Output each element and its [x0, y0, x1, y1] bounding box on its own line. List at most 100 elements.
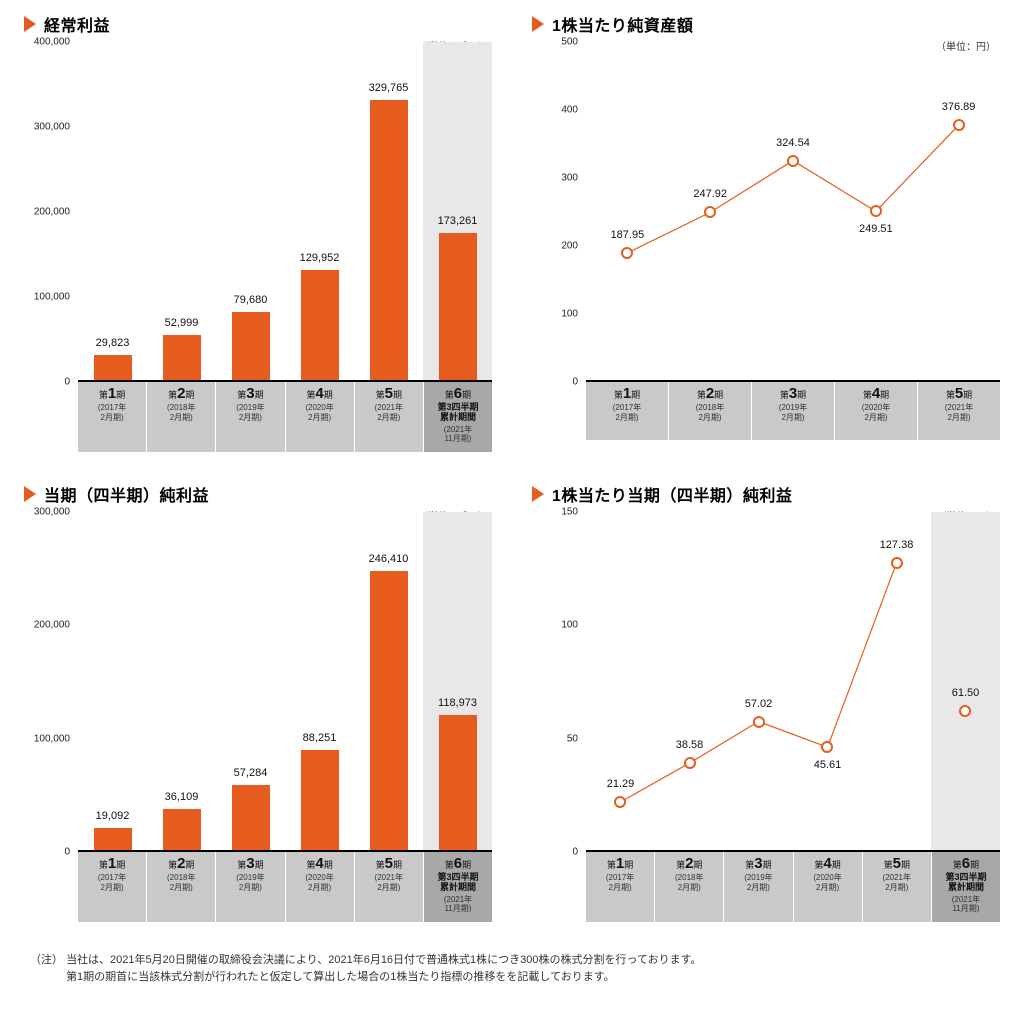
bar-slot: 57,284 — [216, 512, 285, 850]
bar-slot: 19,092 — [78, 512, 147, 850]
line-marker — [787, 155, 799, 167]
title-text: 経常利益 — [44, 12, 110, 36]
plot-area: 21.2938.5857.0245.61127.3861.50 — [586, 512, 1000, 852]
y-axis: 0100200300400500 — [532, 42, 586, 382]
y-axis: 0100,000200,000300,000400,000 — [24, 42, 78, 382]
line-marker — [891, 557, 903, 569]
y-tick-label: 0 — [572, 847, 578, 858]
line-marker — [953, 119, 965, 131]
bar-value-label: 329,765 — [369, 82, 409, 94]
bar: 129,952 — [301, 270, 339, 380]
plot-area: 187.95247.92324.54249.51376.89 — [586, 42, 1000, 382]
x-axis-cell: 第5期(2021年2月期) — [355, 852, 424, 922]
bar-value-label: 57,284 — [234, 767, 268, 779]
y-tick-label: 100,000 — [34, 733, 70, 744]
y-axis: 050100150 — [532, 512, 586, 852]
bar-slot: 329,765 — [354, 42, 423, 380]
bar: 57,284 — [232, 785, 270, 850]
bar: 52,999 — [163, 335, 201, 380]
y-tick-label: 300 — [561, 173, 578, 184]
x-axis-cell: 第6期第3四半期累計期間(2021年11月期) — [424, 382, 492, 452]
y-tick-label: 500 — [561, 37, 578, 48]
title-text: 1株当たり当期（四半期）純利益 — [552, 482, 792, 506]
footnote-line1: 当社は、2021年5月20日開催の取締役会決議により、2021年6月16日付で普… — [66, 954, 701, 966]
footnote-line2: 第1期の期首に当該株式分割が行われたと仮定して算出した場合の1株当たり指標の推移… — [66, 971, 615, 983]
triangle-icon — [532, 16, 544, 32]
x-axis-cell: 第2期(2018年2月期) — [669, 382, 752, 440]
y-tick-label: 200 — [561, 241, 578, 252]
panel-title: 1株当たり純資産額 — [532, 12, 1000, 36]
x-axis: 第1期(2017年2月期)第2期(2018年2月期)第3期(2019年2月期)第… — [78, 852, 492, 922]
point-value-label: 324.54 — [776, 137, 810, 149]
point-value-label: 21.29 — [607, 778, 635, 790]
bar: 173,261 — [439, 233, 477, 380]
x-axis-cell: 第3期(2019年2月期) — [216, 852, 285, 922]
triangle-icon — [532, 486, 544, 502]
bar-slot: 173,261 — [423, 42, 492, 380]
bar-slot: 129,952 — [285, 42, 354, 380]
bar-value-label: 79,680 — [234, 294, 268, 306]
bar: 29,823 — [94, 355, 132, 380]
point-value-label: 187.95 — [611, 229, 645, 241]
y-tick-label: 0 — [64, 377, 70, 388]
bar-value-label: 173,261 — [438, 215, 478, 227]
point-value-label: 247.92 — [693, 188, 727, 200]
y-tick-label: 400,000 — [34, 37, 70, 48]
bar-value-label: 29,823 — [96, 337, 130, 349]
line-marker — [684, 757, 696, 769]
x-axis-cell: 第4期(2020年2月期) — [835, 382, 918, 440]
x-axis-cell: 第2期(2018年2月期) — [147, 382, 216, 452]
triangle-icon — [24, 486, 36, 502]
bar: 246,410 — [370, 571, 408, 850]
point-value-label: 249.51 — [859, 223, 893, 235]
x-axis-cell: 第6期第3四半期累計期間(2021年11月期) — [424, 852, 492, 922]
x-axis-cell: 第3期(2019年2月期) — [752, 382, 835, 440]
x-axis-cell: 第1期(2017年2月期) — [586, 382, 669, 440]
title-text: 当期（四半期）純利益 — [44, 482, 209, 506]
y-tick-label: 100,000 — [34, 292, 70, 303]
bar-value-label: 118,973 — [438, 697, 477, 709]
bar-slot: 88,251 — [285, 512, 354, 850]
bar: 36,109 — [163, 809, 201, 850]
x-axis-cell: 第4期(2020年2月期) — [286, 382, 355, 452]
line-svg — [586, 512, 1000, 850]
bar-value-label: 246,410 — [369, 553, 409, 565]
panel-title: 経常利益 — [24, 12, 492, 36]
y-tick-label: 200,000 — [34, 207, 70, 218]
point-value-label: 38.58 — [676, 739, 704, 751]
x-axis-cell: 第5期(2021年2月期) — [355, 382, 424, 452]
y-tick-label: 300,000 — [34, 507, 70, 518]
bar-value-label: 129,952 — [300, 252, 340, 264]
plot-area: 29,823 52,999 79,680 129,952 329,765 173,261 — [78, 42, 492, 382]
x-axis-cell: 第3期(2019年2月期) — [724, 852, 793, 922]
x-axis-cell: 第3期(2019年2月期) — [216, 382, 285, 452]
x-axis-cell: 第4期(2020年2月期) — [286, 852, 355, 922]
bar-value-label: 19,092 — [96, 810, 130, 822]
point-value-label: 61.50 — [952, 687, 980, 699]
footnote-label: （注） — [30, 954, 63, 966]
triangle-icon — [24, 16, 36, 32]
x-axis-cell: 第5期(2021年2月期) — [918, 382, 1000, 440]
y-tick-label: 100 — [561, 620, 578, 631]
x-axis-cell: 第1期(2017年2月期) — [78, 382, 147, 452]
x-axis-cell: 第2期(2018年2月期) — [147, 852, 216, 922]
y-tick-label: 150 — [561, 507, 578, 518]
panel-title: 当期（四半期）純利益 — [24, 482, 492, 506]
x-axis-cell: 第1期(2017年2月期) — [586, 852, 655, 922]
footnote: （注） 当社は、2021年5月20日開催の取締役会決議により、2021年6月16… — [24, 952, 1000, 985]
y-tick-label: 0 — [64, 847, 70, 858]
bar-value-label: 36,109 — [165, 791, 199, 803]
line-marker — [753, 716, 765, 728]
bar: 19,092 — [94, 828, 132, 850]
chart-net-assets-per-share: 1株当たり純資産額（単位：円）0100200300400500187.95247… — [532, 12, 1000, 442]
x-axis-cell: 第4期(2020年2月期) — [794, 852, 863, 922]
chart-net-income-per-share: 1株当たり当期（四半期）純利益（単位：円）05010015021.2938.58… — [532, 482, 1000, 912]
point-value-label: 57.02 — [745, 698, 773, 710]
y-tick-label: 300,000 — [34, 122, 70, 133]
bar-slot: 246,410 — [354, 512, 423, 850]
bar-value-label: 52,999 — [165, 317, 199, 329]
y-tick-label: 400 — [561, 105, 578, 116]
x-axis: 第1期(2017年2月期)第2期(2018年2月期)第3期(2019年2月期)第… — [586, 852, 1000, 922]
x-axis-cell: 第2期(2018年2月期) — [655, 852, 724, 922]
x-axis: 第1期(2017年2月期)第2期(2018年2月期)第3期(2019年2月期)第… — [78, 382, 492, 452]
